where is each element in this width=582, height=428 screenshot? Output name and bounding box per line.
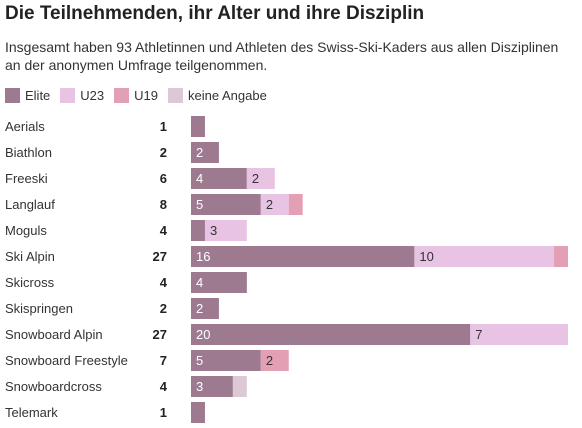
total-label-aerials: 1 <box>160 119 167 134</box>
data-label-elite-ski-alpin: 16 <box>196 249 210 264</box>
bar-elite-snowboard-freestyle <box>191 350 261 371</box>
total-label-snowboard-freestyle: 7 <box>160 353 167 368</box>
bar-elite-biathlon <box>191 142 219 163</box>
data-label-elite-biathlon: 2 <box>196 145 203 160</box>
category-label-moguls: Moguls <box>5 223 47 238</box>
bar-elite-moguls <box>191 220 205 241</box>
legend: Elite U23 U19 keine Angabe <box>5 87 277 103</box>
category-label-skispringen: Skispringen <box>5 301 73 316</box>
legend-label-u19: U19 <box>134 87 159 103</box>
data-label-elite-snowboard-freestyle: 5 <box>196 353 203 368</box>
data-label-u23-ski-alpin: 10 <box>419 249 433 264</box>
legend-item-u19: U19 <box>114 87 159 103</box>
legend-swatch-u23 <box>60 87 76 103</box>
total-label-snowboard-alpin: 27 <box>153 327 167 342</box>
data-label-u19-snowboard-freestyle: 2 <box>266 353 273 368</box>
data-label-u23-moguls: 3 <box>210 223 217 238</box>
chart-title: Die Teilnehmenden, ihr Alter und ihre Di… <box>5 3 425 24</box>
bar-u23-ski-alpin <box>414 246 555 267</box>
legend-swatch-keine-angabe <box>168 87 184 103</box>
category-label-freeski: Freeski <box>5 171 48 186</box>
category-label-snowboard-freestyle: Snowboard Freestyle <box>5 353 128 368</box>
data-label-u23-langlauf: 2 <box>266 197 273 212</box>
data-label-elite-freeski: 4 <box>196 171 203 186</box>
chart-subtitle: Insgesamt haben 93 Athletinnen und Athle… <box>5 39 559 73</box>
data-label-elite-skispringen: 2 <box>196 301 203 316</box>
data-label-elite-langlauf: 5 <box>196 197 203 212</box>
total-label-snowboardcross: 4 <box>160 379 168 394</box>
bar-elite-aerials <box>191 116 205 137</box>
data-label-u23-snowboard-alpin: 7 <box>475 327 482 342</box>
bar-keine-angabe-snowboardcross <box>232 376 247 397</box>
bar-elite-telemark <box>191 402 205 423</box>
bar-elite-snowboardcross <box>191 376 233 397</box>
legend-item-u23: U23 <box>60 87 105 103</box>
legend-swatch-elite <box>5 87 20 103</box>
bar-u19-snowboard-freestyle <box>260 350 289 371</box>
total-label-skicross: 4 <box>160 275 168 290</box>
legend-swatch-u19 <box>114 87 130 103</box>
legend-label-keine-angabe: keine Angabe <box>188 87 267 103</box>
data-label-elite-skicross: 4 <box>196 275 203 290</box>
legend-item-elite: Elite <box>5 87 51 103</box>
category-label-langlauf: Langlauf <box>5 197 55 212</box>
total-label-telemark: 1 <box>160 405 167 420</box>
legend-label-elite: Elite <box>25 87 51 103</box>
bar-u19-langlauf <box>288 194 303 215</box>
bar-u23-snowboard-alpin <box>470 324 568 345</box>
legend-label-u23: U23 <box>80 87 105 103</box>
bar-u23-freeski <box>246 168 275 189</box>
total-label-biathlon: 2 <box>160 145 167 160</box>
bar-elite-langlauf <box>191 194 261 215</box>
bar-elite-skicross <box>191 272 247 293</box>
data-label-u23-freeski: 2 <box>252 171 259 186</box>
bar-elite-ski-alpin <box>191 246 415 267</box>
data-label-elite-snowboardcross: 3 <box>196 379 203 394</box>
category-label-ski-alpin: Ski Alpin <box>5 249 55 264</box>
total-label-langlauf: 8 <box>160 197 167 212</box>
total-label-freeski: 6 <box>160 171 167 186</box>
bar-elite-freeski <box>191 168 247 189</box>
category-label-snowboardcross: Snowboardcross <box>5 379 102 394</box>
bar-u19-ski-alpin <box>554 246 568 267</box>
bar-u23-langlauf <box>260 194 289 215</box>
total-label-ski-alpin: 27 <box>153 249 167 264</box>
category-label-snowboard-alpin: Snowboard Alpin <box>5 327 103 342</box>
bar-u23-moguls <box>204 220 247 241</box>
category-label-aerials: Aerials <box>5 119 45 134</box>
category-label-telemark: Telemark <box>5 405 58 420</box>
bar-elite-snowboard-alpin <box>191 324 471 345</box>
total-label-skispringen: 2 <box>160 301 167 316</box>
legend-item-keine-angabe: keine Angabe <box>168 87 267 103</box>
category-label-biathlon: Biathlon <box>5 145 52 160</box>
bar-elite-skispringen <box>191 298 219 319</box>
total-label-moguls: 4 <box>160 223 168 238</box>
data-label-elite-snowboard-alpin: 20 <box>196 327 210 342</box>
category-label-skicross: Skicross <box>5 275 55 290</box>
